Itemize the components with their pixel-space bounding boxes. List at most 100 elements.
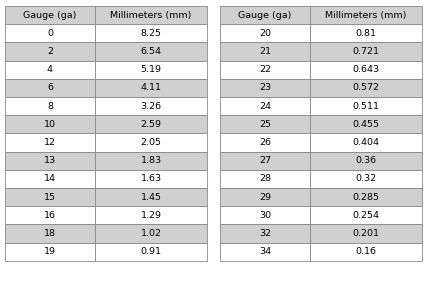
Bar xyxy=(309,115,421,133)
Bar xyxy=(5,61,95,79)
Text: 0.455: 0.455 xyxy=(352,120,379,129)
Bar xyxy=(5,206,95,225)
Text: 1.29: 1.29 xyxy=(140,211,161,220)
Bar xyxy=(5,170,95,188)
Text: 3.26: 3.26 xyxy=(140,102,161,111)
Bar xyxy=(5,188,95,206)
Bar xyxy=(219,133,309,152)
Text: 15: 15 xyxy=(44,192,56,201)
Bar xyxy=(219,97,309,115)
Text: 28: 28 xyxy=(259,175,271,183)
Text: 23: 23 xyxy=(258,83,271,92)
Bar xyxy=(219,61,309,79)
Text: 0.511: 0.511 xyxy=(352,102,379,111)
Text: 1.45: 1.45 xyxy=(140,192,161,201)
Text: 0.36: 0.36 xyxy=(354,156,376,165)
Bar xyxy=(309,97,421,115)
Text: 22: 22 xyxy=(259,65,271,74)
Text: 0.404: 0.404 xyxy=(352,138,379,147)
Bar xyxy=(309,79,421,97)
Bar xyxy=(219,115,309,133)
Bar xyxy=(5,225,95,243)
Bar xyxy=(309,42,421,61)
Text: 34: 34 xyxy=(258,247,271,256)
Text: 10: 10 xyxy=(44,120,56,129)
Bar xyxy=(309,24,421,42)
Text: 30: 30 xyxy=(258,211,271,220)
Bar xyxy=(309,133,421,152)
Text: 6: 6 xyxy=(47,83,53,92)
Bar xyxy=(5,6,95,24)
Text: 0.91: 0.91 xyxy=(140,247,161,256)
Text: Millimeters (mm): Millimeters (mm) xyxy=(325,11,406,20)
Text: 1.63: 1.63 xyxy=(140,175,161,183)
Text: 26: 26 xyxy=(259,138,271,147)
Bar xyxy=(95,79,207,97)
Text: 0.572: 0.572 xyxy=(352,83,379,92)
Bar xyxy=(219,6,309,24)
Bar xyxy=(95,115,207,133)
Text: 4.11: 4.11 xyxy=(140,83,161,92)
Text: Gauge (ga): Gauge (ga) xyxy=(238,11,291,20)
Bar xyxy=(5,42,95,61)
Bar xyxy=(309,170,421,188)
Text: 19: 19 xyxy=(44,247,56,256)
Text: 6.54: 6.54 xyxy=(140,47,161,56)
Text: 25: 25 xyxy=(259,120,271,129)
Bar xyxy=(95,61,207,79)
Bar xyxy=(5,133,95,152)
Bar xyxy=(5,152,95,170)
Text: 1.02: 1.02 xyxy=(140,229,161,238)
Text: 0.285: 0.285 xyxy=(352,192,379,201)
Text: 0.201: 0.201 xyxy=(352,229,379,238)
Bar xyxy=(309,6,421,24)
Text: 1.83: 1.83 xyxy=(140,156,161,165)
Bar xyxy=(219,79,309,97)
Bar xyxy=(309,206,421,225)
Text: 0.721: 0.721 xyxy=(352,47,379,56)
Bar xyxy=(309,61,421,79)
Text: 14: 14 xyxy=(44,175,56,183)
Bar xyxy=(219,206,309,225)
Text: 20: 20 xyxy=(259,29,271,38)
Text: 0: 0 xyxy=(47,29,53,38)
Text: 0.81: 0.81 xyxy=(355,29,376,38)
Text: Gauge (ga): Gauge (ga) xyxy=(23,11,77,20)
Bar xyxy=(219,243,309,261)
Text: 16: 16 xyxy=(44,211,56,220)
Bar xyxy=(219,152,309,170)
Text: 2.59: 2.59 xyxy=(140,120,161,129)
Bar xyxy=(95,42,207,61)
Bar xyxy=(5,79,95,97)
Text: 2.05: 2.05 xyxy=(140,138,161,147)
Text: 29: 29 xyxy=(259,192,271,201)
Bar xyxy=(5,24,95,42)
Bar xyxy=(309,152,421,170)
Text: 12: 12 xyxy=(44,138,56,147)
Bar xyxy=(95,206,207,225)
Bar xyxy=(95,243,207,261)
Bar xyxy=(309,225,421,243)
Bar xyxy=(309,188,421,206)
Text: 8: 8 xyxy=(47,102,53,111)
Bar xyxy=(95,6,207,24)
Text: 18: 18 xyxy=(44,229,56,238)
Bar xyxy=(95,133,207,152)
Bar xyxy=(95,24,207,42)
Bar xyxy=(95,170,207,188)
Text: 8.25: 8.25 xyxy=(140,29,161,38)
Text: 24: 24 xyxy=(259,102,271,111)
Bar xyxy=(219,188,309,206)
Text: 0.254: 0.254 xyxy=(352,211,379,220)
Text: 21: 21 xyxy=(259,47,271,56)
Text: 5.19: 5.19 xyxy=(140,65,161,74)
Text: Millimeters (mm): Millimeters (mm) xyxy=(110,11,191,20)
Text: 2: 2 xyxy=(47,47,53,56)
Bar xyxy=(219,24,309,42)
Bar xyxy=(309,243,421,261)
Text: 4: 4 xyxy=(47,65,53,74)
Text: 32: 32 xyxy=(258,229,271,238)
Bar xyxy=(5,243,95,261)
Bar xyxy=(95,97,207,115)
Text: 0.32: 0.32 xyxy=(354,175,376,183)
